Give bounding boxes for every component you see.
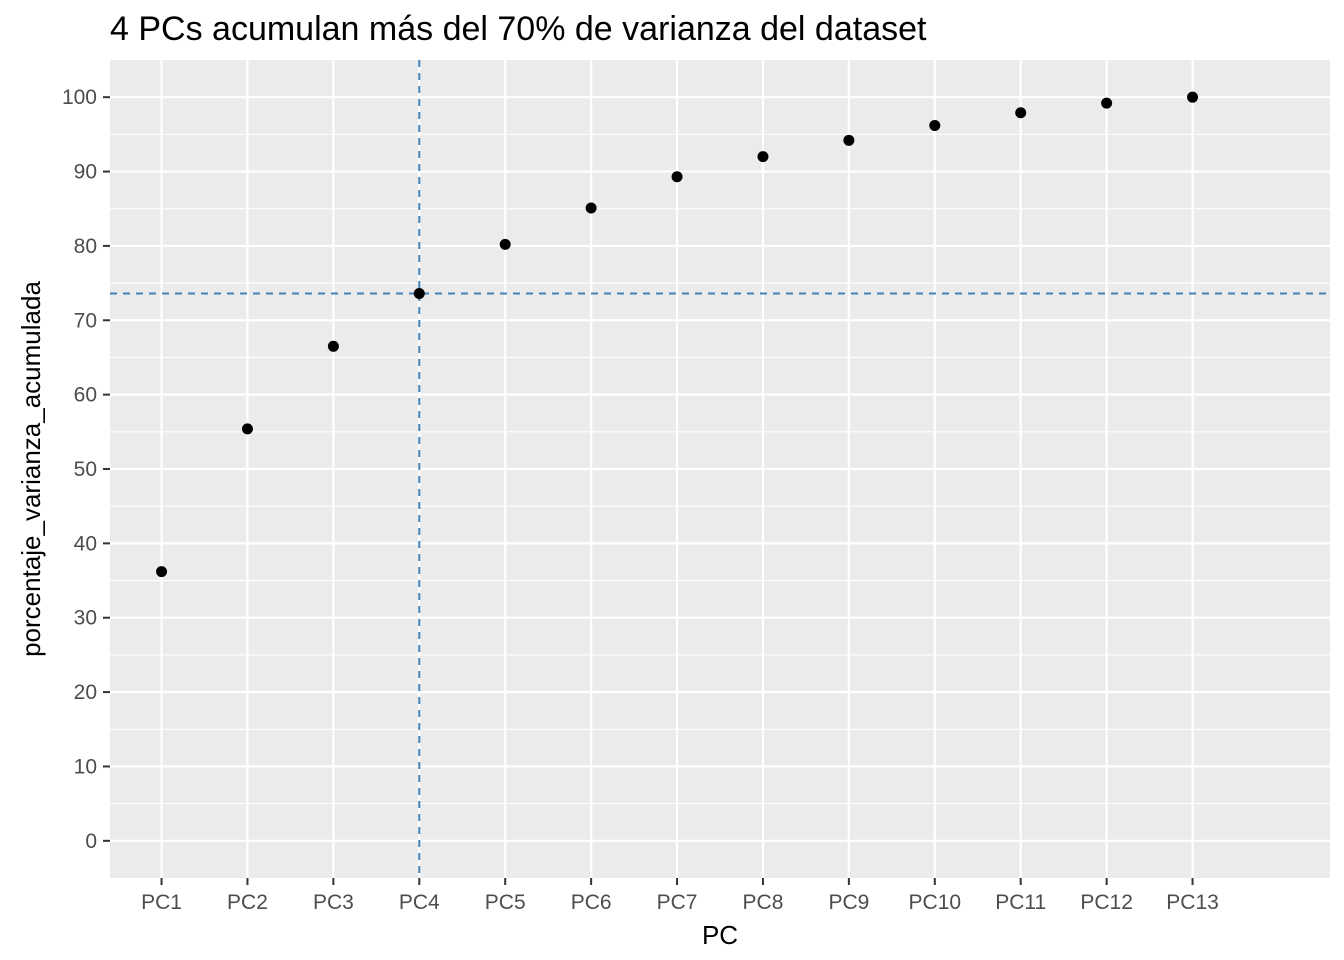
y-tick-label: 60 <box>74 384 97 407</box>
y-axis-title: porcentaje_varianza_acumulada <box>16 281 46 657</box>
x-axis-ticks: PC1 PC2 PC3 PC4 PC5 PC6 PC7 PC8 PC9 PC10 PC11 PC12 P… <box>141 878 1219 914</box>
x-tick-label: PC3 <box>313 891 354 914</box>
y-tick-label: 30 <box>74 607 97 630</box>
x-tick-label: PC8 <box>743 891 784 914</box>
data-point-pc4 <box>413 288 425 300</box>
data-points <box>156 91 1199 578</box>
y-tick-label: 70 <box>74 309 97 332</box>
y-axis-ticks: 0 10 20 30 40 50 60 70 80 90 100 <box>62 86 110 853</box>
grid-minor <box>110 133 1330 805</box>
x-tick-label: PC1 <box>141 891 182 914</box>
y-tick-label: 80 <box>74 235 97 258</box>
x-tick-label: PC5 <box>485 891 526 914</box>
x-tick-label: PC4 <box>399 891 440 914</box>
x-tick-label: PC2 <box>227 891 268 914</box>
x-axis-title: PC <box>702 920 738 950</box>
data-point-pc6 <box>585 202 597 214</box>
y-tick-label: 50 <box>74 458 97 481</box>
y-tick-label: 0 <box>85 830 97 853</box>
data-point-pc1 <box>156 566 168 578</box>
x-tick-label: PC10 <box>909 891 962 914</box>
data-point-pc8 <box>757 151 769 163</box>
y-tick-label: 10 <box>74 755 97 778</box>
x-tick-label: PC6 <box>571 891 612 914</box>
y-tick-label: 100 <box>62 86 97 109</box>
x-tick-label: PC7 <box>657 891 698 914</box>
grid-major <box>110 60 1330 878</box>
data-point-pc7 <box>671 171 683 183</box>
x-tick-label: PC11 <box>995 891 1046 914</box>
data-point-pc9 <box>843 134 855 146</box>
data-point-pc12 <box>1101 97 1113 109</box>
x-tick-label: PC13 <box>1166 891 1219 914</box>
data-point-pc13 <box>1187 91 1199 103</box>
y-tick-label: 20 <box>74 681 97 704</box>
data-point-pc2 <box>241 423 253 435</box>
data-point-pc3 <box>327 340 339 352</box>
data-point-pc5 <box>499 238 511 250</box>
y-tick-label: 40 <box>74 532 97 555</box>
data-point-pc10 <box>929 119 941 131</box>
y-tick-label: 90 <box>74 161 97 184</box>
reference-lines <box>110 60 1330 878</box>
chart-title: 4 PCs acumulan más del 70% de varianza d… <box>110 10 927 48</box>
x-tick-label: PC9 <box>828 891 869 914</box>
data-point-pc11 <box>1015 107 1027 119</box>
x-tick-label: PC12 <box>1080 891 1133 914</box>
